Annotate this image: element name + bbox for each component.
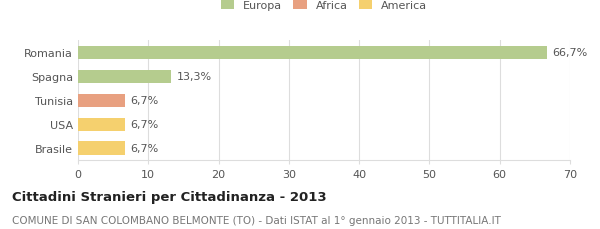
Bar bbox=[78, 142, 125, 155]
Text: 6,7%: 6,7% bbox=[131, 96, 159, 106]
Text: COMUNE DI SAN COLOMBANO BELMONTE (TO) - Dati ISTAT al 1° gennaio 2013 - TUTTITAL: COMUNE DI SAN COLOMBANO BELMONTE (TO) - … bbox=[12, 215, 501, 225]
Bar bbox=[78, 70, 172, 84]
Text: 13,3%: 13,3% bbox=[177, 72, 212, 82]
Text: 6,7%: 6,7% bbox=[131, 120, 159, 130]
Bar bbox=[78, 94, 125, 107]
Legend: Europa, Africa, America: Europa, Africa, America bbox=[218, 0, 430, 14]
Bar bbox=[78, 118, 125, 131]
Bar bbox=[78, 46, 547, 60]
Text: 6,7%: 6,7% bbox=[131, 143, 159, 153]
Text: Cittadini Stranieri per Cittadinanza - 2013: Cittadini Stranieri per Cittadinanza - 2… bbox=[12, 190, 326, 203]
Text: 66,7%: 66,7% bbox=[553, 48, 587, 58]
